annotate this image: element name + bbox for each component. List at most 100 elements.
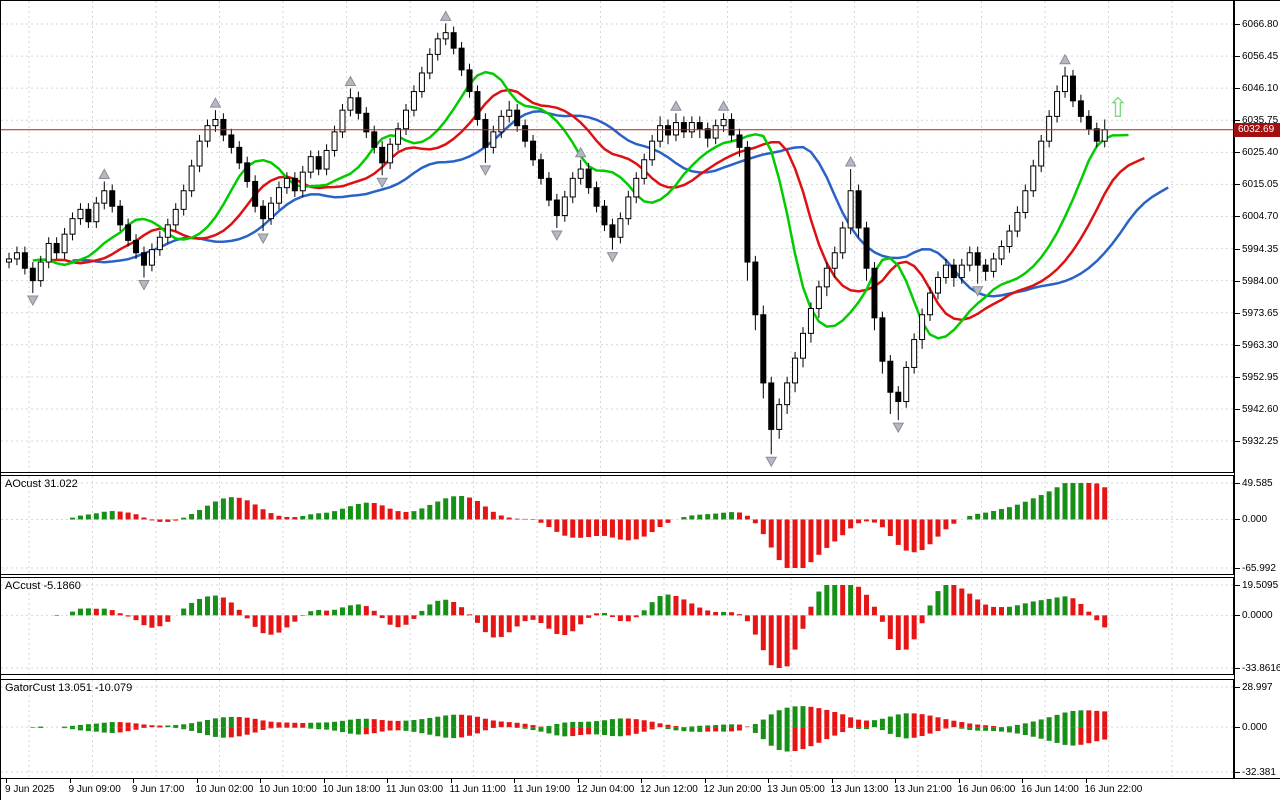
gator-indicator-pane[interactable]: GatorCust 13.051 -10.079	[1, 680, 1234, 778]
fractal-up-icon	[844, 156, 857, 167]
time-tick	[958, 779, 960, 783]
axis-label: 5973.65	[1242, 307, 1279, 319]
axis-tick	[1235, 312, 1240, 314]
axis-tick	[1235, 56, 1240, 58]
time-tick	[260, 779, 261, 783]
time-label: 10 Jun 18:00	[322, 784, 381, 795]
axis-label: 5963.30	[1242, 339, 1279, 351]
fractal-up-icon	[344, 75, 357, 86]
fractal-down-icon	[376, 177, 389, 189]
pane-separator[interactable]	[1, 472, 1280, 476]
time-label: 13 Jun 13:00	[830, 784, 889, 795]
GatorCust-histogram	[30, 706, 1108, 752]
current-price-tag: 6032.69	[1234, 122, 1280, 137]
alligator-jaw-line	[72, 110, 1169, 298]
time-label: 10 Jun 10:00	[259, 784, 317, 795]
gator-indicator-title: GatorCust 13.051 -10.079	[5, 682, 133, 694]
time-tick	[514, 779, 515, 783]
time-label: 11 Jun 03:00	[386, 784, 444, 795]
ac-indicator-pane[interactable]: ACcust -5.1860	[1, 578, 1234, 674]
axis-tick	[1235, 772, 1240, 773]
fractal-up-icon	[98, 168, 111, 179]
axis-label: 6025.40	[1242, 147, 1279, 159]
time-tick	[641, 779, 642, 783]
ac-indicator-title: ACcust -5.1860	[5, 580, 81, 592]
axis-tick	[1235, 248, 1240, 250]
axis-label: 6046.10	[1242, 83, 1279, 95]
axis-label: 0.000	[1242, 514, 1268, 526]
candles[interactable]	[6, 23, 1108, 455]
gator-indicator-canvas[interactable]	[1, 680, 1234, 778]
time-tick	[895, 779, 896, 783]
fractal-down-icon	[26, 295, 39, 307]
axis-tick	[1235, 88, 1240, 90]
time-label: 12 Jun 12:00	[640, 784, 698, 795]
fractal-down-icon	[551, 230, 563, 241]
main-chart-pane[interactable]: ⇧	[1, 1, 1234, 472]
fractal-down-icon	[479, 165, 492, 176]
pane-separator[interactable]	[1, 674, 1280, 680]
axis-label: -33.8616	[1242, 663, 1280, 674]
main-chart-canvas[interactable]: ⇧	[1, 1, 1234, 472]
time-label: 11 Jun 11:00	[449, 784, 506, 795]
time-label: 10 Jun 02:00	[195, 784, 254, 795]
axis-tick	[1235, 568, 1240, 569]
axis-label: 28.997	[1242, 682, 1273, 693]
fractal-up-icon	[574, 146, 587, 158]
axis-label: 6056.45	[1242, 51, 1279, 63]
time-tick	[1022, 779, 1023, 783]
pane-separator[interactable]	[1, 574, 1280, 578]
axis-label: 0.000	[1242, 722, 1268, 734]
time-tick	[133, 779, 134, 783]
fractal-down-icon	[971, 286, 984, 297]
time-label: 13 Jun 21:00	[894, 784, 952, 795]
time-label: 11 Jun 19:00	[513, 784, 571, 795]
time-tick	[768, 779, 769, 783]
axis-label: 6035.75	[1242, 115, 1279, 127]
axis-label: 5932.25	[1242, 436, 1279, 448]
axis-label: 5994.35	[1242, 243, 1279, 255]
axis-tick	[1235, 24, 1240, 25]
axis-tick	[1235, 376, 1240, 378]
price-axis[interactable]: 6066.80 6056.45 6046.10 6035.75 6025.40 6015.…	[1234, 1, 1280, 778]
fractal-up-icon	[439, 10, 452, 21]
current-price-value: 6032.69	[1238, 123, 1275, 135]
time-tick	[831, 779, 833, 783]
fractal-down-icon	[892, 422, 905, 434]
time-tick	[577, 779, 579, 783]
buy-signal-arrow-icon[interactable]: ⇧	[1107, 93, 1130, 124]
fractal-down-icon	[138, 280, 150, 291]
ao-indicator-canvas[interactable]	[1, 476, 1234, 574]
fractal-down-icon	[257, 233, 269, 245]
axis-tick	[1235, 615, 1240, 617]
axis-label: 5984.00	[1242, 275, 1279, 287]
axis-tick	[1235, 408, 1240, 410]
time-tick	[450, 779, 452, 783]
time-tick	[323, 779, 325, 783]
fractal-up-icon	[670, 100, 682, 111]
fractal-up-icon	[1059, 53, 1071, 65]
time-axis[interactable]: 9 Jun 2025 9 Jun 09:00 9 Jun 17:00 10 Jun 0…	[1, 778, 1280, 800]
time-label: 16 Jun 14:00	[1021, 784, 1079, 795]
time-label: 9 Jun 09:00	[68, 784, 121, 795]
alligator-lips-line	[32, 70, 1129, 340]
axis-tick	[1235, 152, 1240, 154]
axis-label: 0.0000	[1242, 610, 1273, 622]
axis-tick	[1235, 441, 1240, 443]
fractal-up-icon	[209, 97, 222, 108]
fractal-arrows	[26, 10, 1071, 468]
axis-tick	[1235, 483, 1240, 484]
axis-label: 6066.80	[1242, 19, 1279, 30]
ac-indicator-canvas[interactable]	[1, 578, 1234, 674]
time-label: 13 Jun 05:00	[767, 784, 825, 795]
fractal-down-icon	[606, 252, 619, 263]
axis-tick	[1235, 216, 1240, 218]
fractal-up-icon	[717, 100, 730, 111]
axis-tick	[1235, 519, 1240, 521]
time-tick	[196, 779, 198, 783]
axis-tick	[1235, 687, 1240, 688]
axis-label: 6015.05	[1242, 179, 1279, 191]
ao-indicator-pane[interactable]: AOcust 31.022	[1, 476, 1234, 574]
time-label: 12 Jun 20:00	[703, 784, 762, 795]
